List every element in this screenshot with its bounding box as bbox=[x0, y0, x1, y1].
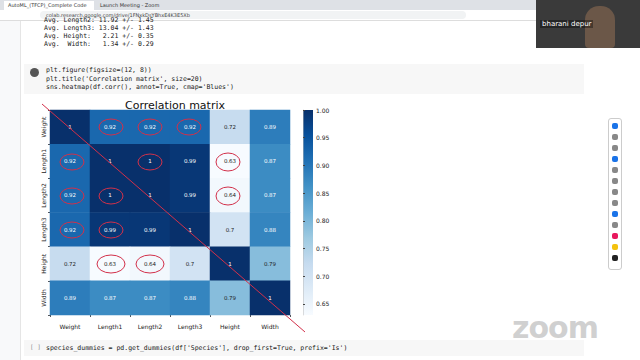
svg-text:0.63: 0.63 bbox=[104, 261, 117, 267]
svg-text:Length3: Length3 bbox=[40, 217, 48, 242]
svg-text:Length3: Length3 bbox=[178, 323, 203, 331]
svg-text:Length1: Length1 bbox=[98, 323, 123, 331]
svg-text:0.99: 0.99 bbox=[104, 227, 117, 233]
html-text:zoom: zoom bbox=[512, 310, 598, 345]
svg-text:0.72: 0.72 bbox=[64, 261, 76, 267]
svg-text:0.70: 0.70 bbox=[316, 273, 330, 280]
html-text:Avg. Length2: 11.92 +/- 1.45 A: Avg. Length2: 11.92 +/- 1.45 Avg. Length… bbox=[44, 16, 154, 48]
svg-text:0.80: 0.80 bbox=[316, 217, 330, 224]
svg-text:0.87: 0.87 bbox=[104, 295, 117, 301]
svg-text:0.92: 0.92 bbox=[184, 124, 196, 130]
svg-text:0.90: 0.90 bbox=[316, 162, 330, 169]
svg-text:Length2: Length2 bbox=[138, 323, 163, 331]
svg-text:0.87: 0.87 bbox=[264, 192, 277, 198]
svg-text:0.72: 0.72 bbox=[224, 124, 236, 130]
svg-text:Correlation matrix: Correlation matrix bbox=[125, 99, 226, 112]
html-text:colab.research.google.com/driv: colab.research.google.com/drive/1FNxkDsY… bbox=[46, 12, 190, 18]
svg-text:0.92: 0.92 bbox=[144, 124, 156, 130]
html-text:species_dummies = pd.get_dummi: species_dummies = pd.get_dummies(df['Spe… bbox=[46, 344, 348, 352]
svg-text:0.64: 0.64 bbox=[224, 192, 237, 198]
svg-text:0.92: 0.92 bbox=[104, 124, 116, 130]
svg-text:Length1: Length1 bbox=[40, 149, 48, 174]
svg-text:0.99: 0.99 bbox=[184, 192, 197, 198]
svg-text:0.88: 0.88 bbox=[184, 295, 197, 301]
svg-text:Width: Width bbox=[40, 289, 47, 307]
svg-text:0.85: 0.85 bbox=[316, 190, 330, 197]
svg-text:0.75: 0.75 bbox=[316, 245, 330, 252]
svg-text:0.63: 0.63 bbox=[224, 158, 237, 164]
svg-text:0.89: 0.89 bbox=[264, 124, 277, 130]
svg-text:Width: Width bbox=[261, 323, 279, 330]
svg-text:0.87: 0.87 bbox=[144, 295, 157, 301]
svg-text:0.79: 0.79 bbox=[224, 295, 237, 301]
svg-text:1: 1 bbox=[68, 124, 72, 130]
html-text:bharani depur: bharani depur bbox=[542, 20, 592, 28]
svg-text:1: 1 bbox=[268, 295, 272, 301]
svg-text:Length2: Length2 bbox=[40, 183, 48, 208]
svg-text:0.99: 0.99 bbox=[184, 158, 197, 164]
svg-text:0.89: 0.89 bbox=[64, 295, 77, 301]
svg-text:0.88: 0.88 bbox=[264, 227, 277, 233]
svg-text:1: 1 bbox=[148, 192, 152, 198]
svg-text:1: 1 bbox=[188, 227, 192, 233]
svg-text:Weight: Weight bbox=[40, 116, 48, 138]
html-text:plt.figure(figsize=(12, 8)) pl: plt.figure(figsize=(12, 8)) plt.title('C… bbox=[46, 66, 234, 91]
svg-text:0.92: 0.92 bbox=[64, 192, 76, 198]
svg-text:1: 1 bbox=[228, 261, 232, 267]
svg-text:1.00: 1.00 bbox=[316, 107, 330, 114]
html-text:Launch Meeting - Zoom: Launch Meeting - Zoom bbox=[100, 2, 160, 8]
svg-text:Height: Height bbox=[220, 323, 240, 331]
svg-text:Weight: Weight bbox=[60, 323, 82, 331]
svg-text:0.92: 0.92 bbox=[64, 227, 76, 233]
svg-text:0.7: 0.7 bbox=[186, 261, 195, 267]
svg-text:1: 1 bbox=[148, 158, 152, 164]
svg-text:0.64: 0.64 bbox=[144, 261, 157, 267]
svg-text:Height: Height bbox=[40, 253, 48, 273]
svg-text:0.99: 0.99 bbox=[144, 227, 157, 233]
svg-text:0.7: 0.7 bbox=[226, 227, 235, 233]
svg-text:0.92: 0.92 bbox=[64, 158, 76, 164]
svg-text:1: 1 bbox=[108, 192, 112, 198]
svg-text:0.95: 0.95 bbox=[316, 134, 330, 141]
svg-text:0.87: 0.87 bbox=[264, 158, 277, 164]
html-text:AutoML_(TFCP)_Complete Code: AutoML_(TFCP)_Complete Code bbox=[8, 2, 87, 8]
svg-text:0.79: 0.79 bbox=[264, 261, 277, 267]
svg-text:1: 1 bbox=[108, 158, 112, 164]
svg-text:0.65: 0.65 bbox=[316, 300, 330, 307]
